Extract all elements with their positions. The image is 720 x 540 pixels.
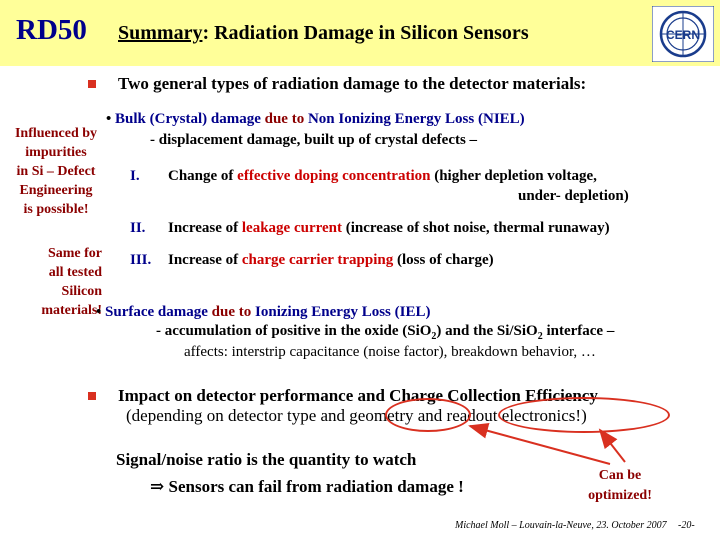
- surface-iel: Ionizing Energy Loss (IEL): [255, 304, 431, 320]
- subscript: 2: [431, 331, 437, 342]
- bullet-icon: •: [96, 304, 102, 320]
- surface-text: interface –: [542, 323, 615, 339]
- side-note-line: materials!: [41, 303, 102, 318]
- bulk-item-1: Change of effective doping concentration…: [168, 168, 597, 185]
- item-post: (increase of shot noise, thermal runaway…: [345, 220, 610, 236]
- bullet-square-icon: [88, 80, 96, 88]
- cern-logo-text: CERN: [666, 28, 700, 42]
- bulk-line-1: • Bulk (Crystal) damage due to Non Ioniz…: [106, 111, 525, 128]
- side-note-line: in Si – Defect: [16, 164, 96, 179]
- surface-text: ) and the Si/SiO: [436, 323, 538, 339]
- surface-line-3: affects: interstrip capacitance (noise f…: [184, 344, 596, 360]
- page-title: Summary: Radiation Damage in Silicon Sen…: [118, 22, 529, 45]
- impact-line-1: Impact on detector performance and Charg…: [118, 386, 598, 405]
- surface-text: - accumulation of positive in the oxide …: [156, 323, 432, 339]
- side-note-impurities: Influenced by impurities in Si – Defect …: [6, 124, 106, 219]
- item-highlight: effective doping concentration: [237, 168, 431, 184]
- header-bar: [0, 0, 720, 66]
- side-note-line: all tested: [48, 265, 102, 280]
- item-pre: Change of: [168, 168, 234, 184]
- bulk-item-3: Increase of charge carrier trapping (los…: [168, 252, 494, 269]
- intro-text: Two general types of radiation damage to…: [118, 74, 587, 93]
- item-post: (higher depletion voltage,: [434, 168, 597, 184]
- readout-circle: [498, 397, 670, 433]
- bulk-label: Bulk (Crystal) damage: [115, 111, 261, 127]
- side-note-line: Influenced by: [14, 126, 98, 141]
- optimized-line: optimized!: [588, 488, 652, 503]
- bulk-item-3-num: III.: [130, 252, 151, 269]
- item-post: (loss of charge): [396, 252, 494, 268]
- side-note-line: Silicon: [61, 284, 102, 299]
- side-note-materials: Same for all tested Silicon materials!: [12, 244, 102, 320]
- bullet-square-icon: [88, 392, 96, 400]
- page-number: -20-: [678, 520, 695, 531]
- signal-line-2: ⇒ Sensors can fail from radiation damage…: [150, 477, 464, 497]
- bulk-item-1-line2: under- depletion): [518, 188, 629, 204]
- bulk-line-2: - displacement damage, built up of cryst…: [150, 132, 478, 148]
- optimized-note: Can be optimized!: [580, 466, 660, 506]
- bulk-item-2: Increase of leakage current (increase of…: [168, 220, 610, 237]
- footer-credit: Michael Moll – Louvain-la-Neuve, 23. Oct…: [455, 520, 667, 531]
- impact-text: (depending on detector type and: [126, 406, 346, 425]
- arrow-to-readout: [598, 428, 626, 463]
- item-number: III.: [130, 252, 152, 268]
- surface-due-to: due to: [211, 304, 252, 320]
- surface-label: Surface damage: [105, 304, 208, 320]
- item-number: II.: [130, 220, 146, 236]
- bulk-item-2-num: II.: [130, 220, 145, 237]
- bulk-item-1-num: I.: [130, 168, 140, 185]
- cern-logo: CERN: [652, 6, 714, 62]
- geometry-circle: [385, 398, 471, 432]
- bulk-niel: Non Ionizing Energy Loss (NIEL): [307, 111, 525, 127]
- surface-line-2: - accumulation of positive in the oxide …: [156, 323, 614, 342]
- item-pre: Increase of: [168, 220, 239, 236]
- signal-text: Sensors can fail from radiation damage !: [168, 477, 464, 496]
- side-note-line: Engineering: [19, 183, 93, 198]
- item-highlight: leakage current: [241, 220, 342, 236]
- side-note-line: impurities: [25, 145, 87, 160]
- item-pre: Increase of: [168, 252, 239, 268]
- bulk-due-to: due to: [264, 111, 305, 127]
- item-highlight: charge carrier trapping: [241, 252, 394, 268]
- implies-arrow-icon: ⇒: [150, 477, 165, 496]
- surface-line-1: • Surface damage due to Ionizing Energy …: [96, 304, 430, 321]
- rd50-logo: RD50: [16, 14, 87, 46]
- side-note-line: Same for: [47, 246, 102, 261]
- title-rest: : Radiation Damage in Silicon Sensors: [202, 22, 529, 44]
- subscript: 2: [537, 331, 543, 342]
- item-number: I.: [130, 168, 140, 184]
- side-note-line: is possible!: [23, 202, 89, 217]
- signal-line-1: Signal/noise ratio is the quantity to wa…: [116, 450, 417, 469]
- optimized-line: Can be: [598, 468, 642, 483]
- bullet-icon: •: [106, 111, 112, 127]
- title-prefix: Summary: [118, 22, 203, 44]
